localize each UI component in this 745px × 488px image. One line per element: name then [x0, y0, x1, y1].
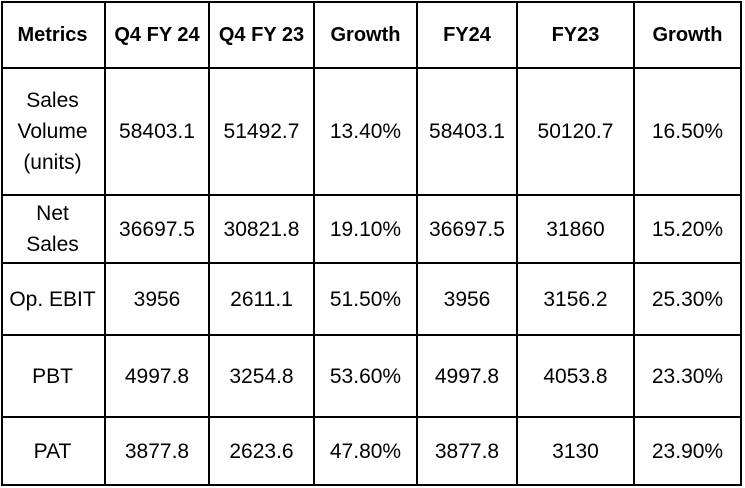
- value-cell: 4997.8: [416, 334, 518, 418]
- metric-label-line: Volume: [17, 120, 88, 143]
- header-q4-fy24: Q4 FY 24: [104, 1, 210, 69]
- value-cell: 3877.8: [104, 416, 210, 486]
- value-cell: 2611.1: [208, 262, 315, 336]
- header-metrics: Metrics: [1, 1, 106, 69]
- table-row: PAT 3877.8 2623.6 47.80% 3877.8 3130 23.…: [1, 416, 742, 486]
- value-cell: 50120.7: [516, 67, 635, 196]
- growth-cell: 16.50%: [633, 67, 742, 196]
- metric-cell: Sales Volume (units): [1, 67, 106, 196]
- value-cell: 51492.7: [208, 67, 315, 196]
- metric-label-line: (units): [23, 151, 82, 174]
- value-cell: 4997.8: [104, 334, 210, 418]
- table-row: PBT 4997.8 3254.8 53.60% 4997.8 4053.8 2…: [1, 334, 742, 418]
- growth-cell: 19.10%: [313, 194, 418, 264]
- header-fy24: FY24: [416, 1, 518, 69]
- header-fy23: FY23: [516, 1, 635, 69]
- header-annual-growth: Growth: [633, 1, 742, 69]
- table-row: Sales Volume (units) 58403.1 51492.7 13.…: [1, 67, 742, 196]
- growth-cell: 53.60%: [313, 334, 418, 418]
- value-cell: 36697.5: [416, 194, 518, 264]
- value-cell: 58403.1: [416, 67, 518, 196]
- value-cell: 3877.8: [416, 416, 518, 486]
- metric-cell: PAT: [1, 416, 106, 486]
- value-cell: 3156.2: [516, 262, 635, 336]
- table-row: Op. EBIT 3956 2611.1 51.50% 3956 3156.2 …: [1, 262, 742, 336]
- metric-label-line: Net: [36, 202, 69, 225]
- value-cell: 3956: [416, 262, 518, 336]
- growth-cell: 23.90%: [633, 416, 742, 486]
- header-q4-fy23: Q4 FY 23: [208, 1, 315, 69]
- growth-cell: 15.20%: [633, 194, 742, 264]
- metric-cell: PBT: [1, 334, 106, 418]
- header-quarter-growth: Growth: [313, 1, 418, 69]
- growth-cell: 13.40%: [313, 67, 418, 196]
- value-cell: 36697.5: [104, 194, 210, 264]
- value-cell: 2623.6: [208, 416, 315, 486]
- metric-cell: Op. EBIT: [1, 262, 106, 336]
- growth-cell: 51.50%: [313, 262, 418, 336]
- value-cell: 31860: [516, 194, 635, 264]
- value-cell: 3254.8: [208, 334, 315, 418]
- growth-cell: 47.80%: [313, 416, 418, 486]
- growth-cell: 23.30%: [633, 334, 742, 418]
- value-cell: 58403.1: [104, 67, 210, 196]
- value-cell: 30821.8: [208, 194, 315, 264]
- value-cell: 4053.8: [516, 334, 635, 418]
- metric-cell: Net Sales: [1, 194, 106, 264]
- value-cell: 3956: [104, 262, 210, 336]
- table-row: Net Sales 36697.5 30821.8 19.10% 36697.5…: [1, 194, 742, 264]
- value-cell: 3130: [516, 416, 635, 486]
- metric-label-line: Sales: [26, 233, 79, 256]
- metric-label-line: Sales: [26, 89, 79, 112]
- growth-cell: 25.30%: [633, 262, 742, 336]
- header-row: Metrics Q4 FY 24 Q4 FY 23 Growth FY24 FY…: [1, 1, 742, 69]
